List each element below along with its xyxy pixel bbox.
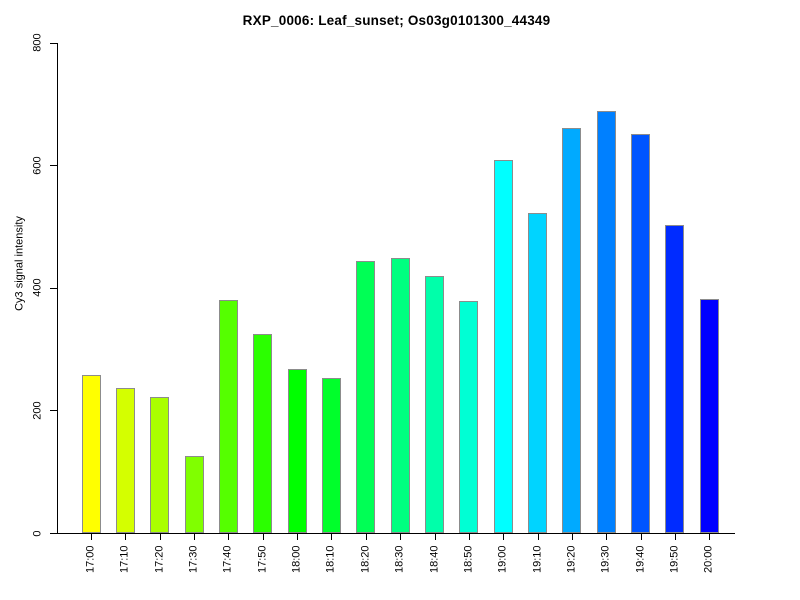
x-tick-mark [91, 534, 92, 540]
bar [631, 133, 651, 533]
chart-title: RXP_0006: Leaf_sunset; Os03g0101300_4434… [242, 13, 551, 28]
bar [184, 455, 204, 533]
bar [665, 225, 685, 533]
bar [562, 127, 582, 533]
x-tick-label: 19:10 [531, 545, 544, 573]
bar [425, 276, 444, 533]
y-tick-label: 400 [31, 278, 44, 297]
x-tick-mark [194, 534, 196, 540]
bar [699, 298, 719, 533]
x-tick-mark [262, 534, 264, 540]
x-tick-label: 17:50 [256, 545, 269, 573]
x-tick-mark [674, 534, 676, 540]
x-tick-label: 19:20 [565, 545, 578, 573]
x-tick-mark [331, 534, 333, 540]
bar [596, 110, 616, 533]
x-tick-mark [709, 534, 711, 540]
y-tick-mark [50, 165, 57, 167]
x-tick-label: 19:00 [496, 545, 509, 573]
x-tick-mark [400, 534, 402, 540]
x-tick-label: 19:50 [668, 545, 681, 573]
bar [493, 160, 513, 533]
x-tick-label: 18:50 [462, 545, 475, 573]
x-tick-label: 18:00 [290, 545, 303, 573]
bar [321, 378, 341, 533]
y-tick-label: 200 [31, 401, 44, 420]
y-tick-mark [50, 42, 57, 44]
bar [528, 212, 548, 533]
x-tick-label: 18:30 [393, 545, 406, 573]
x-tick-mark [434, 534, 436, 540]
x-tick-label: 20:00 [702, 545, 715, 573]
y-tick-label: 800 [31, 33, 44, 52]
bar [150, 397, 170, 533]
x-tick-mark [125, 534, 127, 540]
x-tick-mark [159, 534, 161, 540]
bar [253, 334, 273, 533]
x-tick-mark [571, 534, 573, 540]
x-tick-mark [228, 534, 230, 540]
bar [390, 257, 410, 533]
x-tick-label: 17:10 [118, 545, 131, 573]
x-axis-line [57, 533, 735, 534]
x-tick-label: 18:40 [428, 545, 440, 573]
x-tick-label: 17:20 [153, 545, 166, 573]
y-tick-mark [50, 287, 57, 289]
bar [115, 388, 135, 533]
bar [459, 301, 479, 533]
x-tick-mark [365, 534, 367, 540]
y-tick-label: 600 [31, 155, 44, 175]
y-axis-line [57, 42, 58, 534]
y-axis-label: Cy3 signal intensity [13, 216, 26, 311]
x-tick-label: 18:10 [324, 545, 337, 573]
x-tick-label: 17:00 [84, 545, 97, 573]
x-tick-label: 17:30 [187, 545, 200, 573]
bar [218, 300, 238, 533]
y-tick-label: 0 [31, 529, 44, 537]
bar [81, 374, 101, 533]
x-tick-label: 19:40 [634, 545, 647, 573]
y-tick-mark [50, 533, 57, 534]
x-tick-mark [537, 534, 539, 540]
x-tick-mark [640, 534, 642, 540]
x-tick-label: 18:20 [359, 545, 372, 573]
bar [287, 368, 307, 533]
bar [356, 261, 376, 533]
x-tick-label: 17:40 [221, 545, 234, 573]
y-tick-mark [50, 410, 57, 412]
x-tick-mark [297, 534, 299, 540]
x-tick-mark [468, 534, 470, 540]
x-tick-mark [503, 534, 505, 540]
x-tick-mark [606, 534, 608, 540]
x-tick-label: 19:30 [599, 545, 612, 573]
